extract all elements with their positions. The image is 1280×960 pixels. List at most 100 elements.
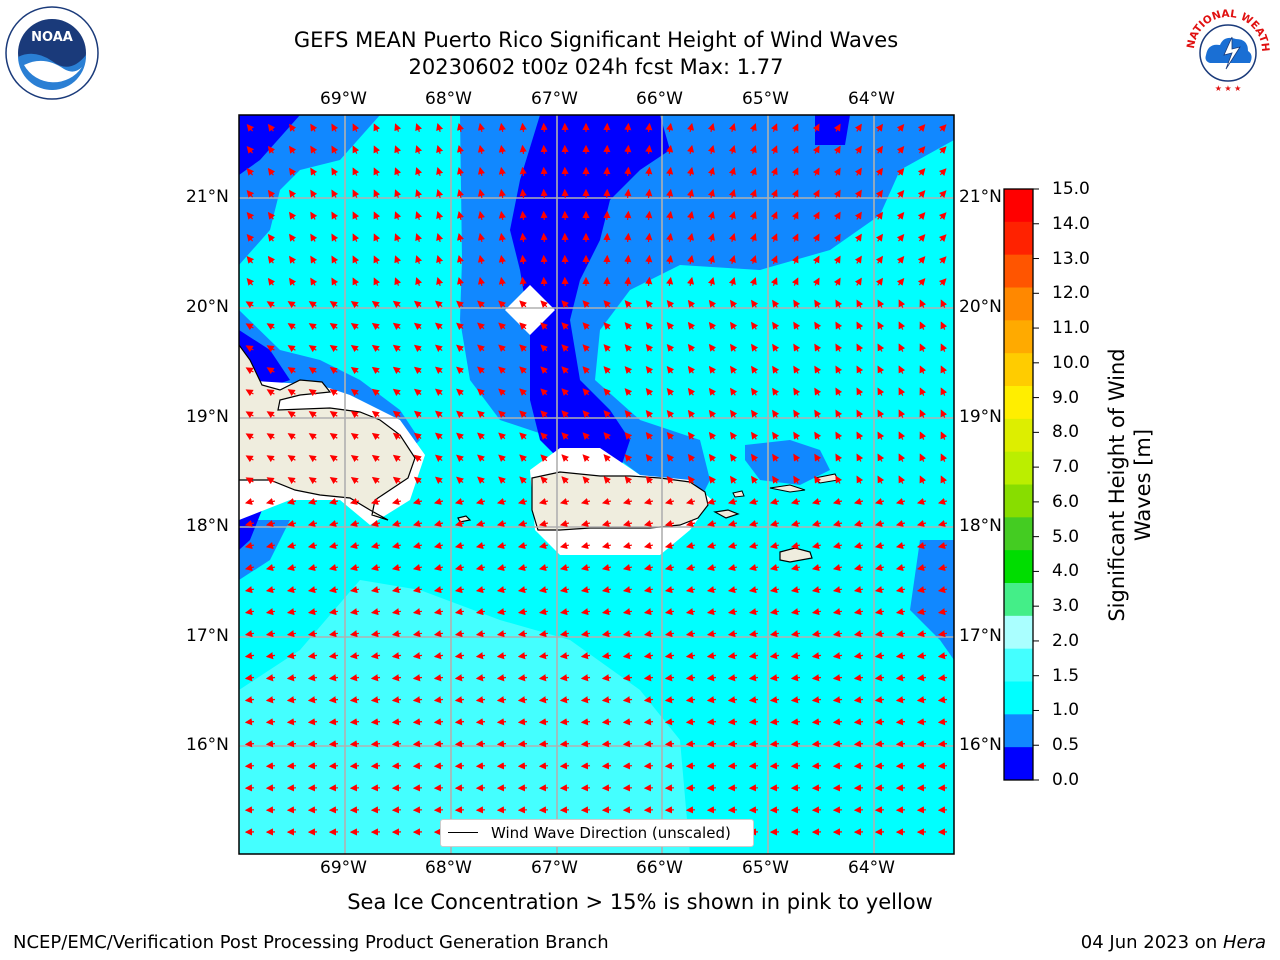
wind-wave-arrow	[917, 146, 926, 154]
wind-wave-arrow	[287, 367, 296, 375]
wind-wave-arrow	[898, 453, 906, 462]
wind-wave-arrow	[373, 211, 381, 220]
wind-wave-arrow	[456, 366, 464, 375]
wind-wave-arrow	[624, 210, 632, 221]
wind-wave-arrow	[812, 145, 820, 154]
wind-wave-arrow	[582, 454, 591, 462]
wind-wave-arrow	[856, 343, 864, 352]
wind-wave-arrow	[580, 520, 591, 527]
wind-wave-arrow	[812, 123, 820, 132]
wind-wave-arrow	[624, 300, 633, 308]
nws-logo-icon: NATIONAL WEATHER SERVICE ★ ★ ★	[1180, 3, 1273, 96]
wind-wave-arrow	[730, 321, 738, 330]
wind-wave-arrow	[645, 387, 654, 396]
wind-wave-arrow	[916, 652, 927, 660]
wind-wave-arrow	[266, 367, 275, 375]
wind-wave-arrow	[519, 254, 527, 265]
wind-wave-arrow	[772, 299, 780, 308]
wind-wave-arrow	[919, 299, 927, 308]
wind-wave-arrow	[938, 146, 947, 154]
wind-wave-arrow	[666, 276, 674, 287]
wind-wave-arrow	[685, 718, 696, 726]
wind-wave-arrow	[601, 520, 612, 527]
lat-label-right: 17°N	[959, 626, 1002, 646]
wind-wave-arrow	[538, 586, 549, 594]
wind-wave-arrow	[245, 455, 254, 463]
wind-wave-arrow	[582, 300, 591, 308]
wind-wave-arrow	[538, 740, 549, 748]
wind-wave-arrow	[265, 674, 276, 682]
wind-wave-arrow	[412, 652, 423, 660]
wind-wave-arrow	[624, 410, 633, 418]
wind-wave-arrow	[266, 411, 275, 419]
colorbar-segment	[1004, 615, 1033, 650]
wind-wave-arrow	[874, 762, 885, 770]
wind-wave-arrow	[916, 608, 927, 616]
wind-wave-arrow	[349, 608, 360, 616]
wind-wave-arrow	[349, 652, 360, 660]
wind-wave-arrow	[687, 475, 696, 484]
wind-wave-arrow	[793, 409, 801, 418]
wind-wave-arrow	[352, 277, 360, 286]
wind-wave-arrow	[727, 608, 738, 616]
wind-wave-arrow	[601, 696, 612, 704]
wind-wave-arrow	[349, 564, 360, 572]
wind-wave-arrow	[708, 299, 717, 308]
wind-wave-arrow	[391, 520, 402, 527]
wind-wave-arrow	[664, 696, 675, 704]
wind-wave-arrow	[433, 652, 444, 660]
wind-wave-arrow	[772, 475, 780, 484]
colorbar-segment	[1004, 320, 1033, 354]
wind-wave-arrow	[496, 586, 507, 594]
wind-wave-arrow	[540, 388, 548, 396]
wind-wave-arrow	[498, 300, 506, 309]
wind-wave-arrow	[832, 652, 843, 660]
wind-wave-arrow	[307, 674, 318, 682]
wind-wave-arrow	[751, 299, 759, 308]
wind-wave-arrow	[287, 389, 296, 397]
wind-wave-arrow	[457, 254, 464, 265]
wind-wave-arrow	[812, 167, 820, 176]
wind-wave-arrow	[540, 410, 548, 418]
wind-wave-arrow	[244, 542, 255, 550]
wind-wave-arrow	[624, 122, 632, 133]
field-band-0.5-1.0	[745, 440, 830, 485]
lon-label-bottom: 67°W	[531, 858, 578, 878]
wind-wave-arrow	[793, 365, 801, 374]
wind-wave-arrow	[938, 190, 947, 198]
lon-label-bottom: 66°W	[636, 858, 683, 878]
wind-wave-arrow	[895, 762, 906, 770]
wind-wave-arrow	[307, 630, 318, 638]
wind-wave-arrow	[790, 674, 801, 682]
colorbar-tick-label: 12.0	[1052, 283, 1090, 304]
wind-wave-arrow	[664, 542, 675, 550]
wind-wave-arrow	[832, 630, 843, 638]
wind-wave-arrow	[559, 630, 570, 638]
wind-wave-arrow	[706, 630, 717, 638]
wind-wave-arrow	[645, 409, 654, 418]
lat-label-right: 16°N	[959, 735, 1002, 755]
wind-wave-arrow	[603, 366, 611, 374]
lon-label-bottom: 68°W	[425, 858, 472, 878]
wind-wave-arrow	[371, 388, 380, 397]
wind-wave-arrow	[349, 520, 360, 527]
wind-wave-arrow	[561, 366, 569, 374]
wind-wave-arrow	[814, 365, 822, 374]
wind-wave-arrow	[664, 762, 675, 770]
wind-wave-arrow	[770, 189, 778, 198]
wind-wave-arrow	[622, 696, 633, 704]
wind-wave-arrow	[370, 630, 381, 638]
wind-wave-arrow	[875, 277, 883, 286]
wind-wave-arrow	[245, 345, 254, 353]
colorbar-segment	[1004, 386, 1033, 420]
wind-wave-arrow	[772, 387, 780, 396]
wind-wave-arrow	[498, 254, 506, 265]
wind-wave-arrow	[246, 233, 255, 242]
wind-wave-arrow	[582, 344, 591, 352]
wind-wave-arrow	[519, 432, 527, 440]
wind-wave-arrow	[519, 410, 527, 418]
wind-wave-arrow	[940, 431, 948, 440]
wind-wave-arrow	[749, 233, 757, 242]
wind-wave-arrow	[937, 608, 948, 616]
wind-wave-arrow	[917, 212, 926, 220]
